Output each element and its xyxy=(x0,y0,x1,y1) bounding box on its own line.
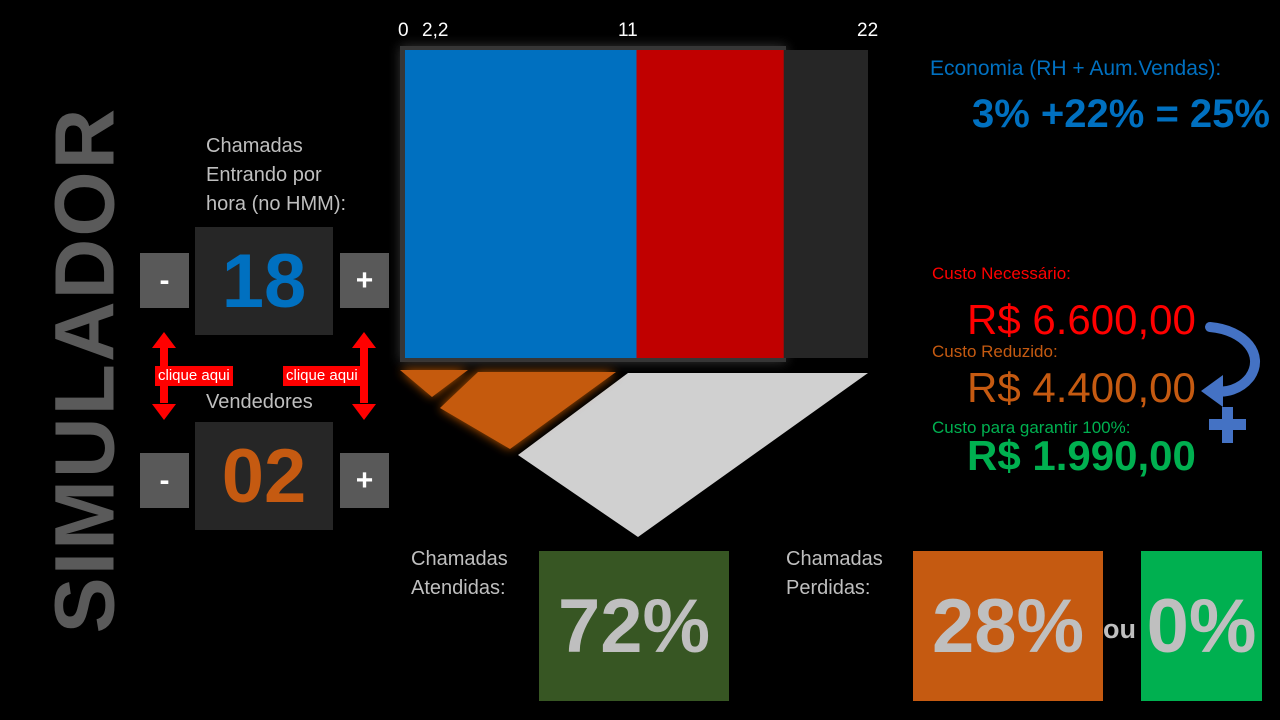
tick-label-0: 0 xyxy=(398,20,409,41)
bar-segment-1 xyxy=(636,50,784,358)
calls-label-line2: Entrando por xyxy=(206,164,322,186)
funnel-gray-shape xyxy=(518,373,868,537)
calls-minus-button[interactable]: - xyxy=(140,253,189,308)
answered-label: Chamadas Atendidas: xyxy=(411,545,508,603)
sellers-plus-button[interactable]: + xyxy=(340,453,389,508)
lost-percent: 28% xyxy=(913,551,1103,701)
bar-segment-2 xyxy=(783,50,868,358)
sellers-minus-button[interactable]: - xyxy=(140,453,189,508)
guarantee-cost-label: Custo para garantir 100%: xyxy=(932,418,1131,437)
economy-label: Economia (RH + Aum.Vendas): xyxy=(930,57,1222,80)
funnel-orange-group xyxy=(400,370,616,449)
right-double-arrow-icon xyxy=(352,332,376,420)
reduced-cost-label: Custo Reduzido: xyxy=(932,342,1058,361)
plus-icon xyxy=(1209,407,1246,443)
funnel-orange-large xyxy=(440,372,616,449)
sellers-label: Vendedores xyxy=(206,391,313,413)
sellers-value: 02 xyxy=(195,422,333,530)
calls-value: 18 xyxy=(195,227,333,335)
guarantee-cost-value: R$ 1.990,00 xyxy=(967,432,1196,479)
click-hint-right: clique aqui xyxy=(283,366,361,386)
answered-label-line2: Atendidas: xyxy=(411,577,506,599)
calls-plus-button[interactable]: + xyxy=(340,253,389,308)
click-hint-left: clique aqui xyxy=(155,366,233,386)
calls-label-line1: Chamadas xyxy=(206,135,303,157)
bar-segment-0 xyxy=(405,50,637,358)
calls-label: Chamadas Entrando por hora (no HMM): xyxy=(206,132,346,219)
lost-alt-percent: 0% xyxy=(1141,551,1262,701)
tick-label-11: 11 xyxy=(618,20,638,41)
answered-label-line1: Chamadas xyxy=(411,548,508,570)
or-label: ou xyxy=(1103,614,1136,644)
lost-label-line1: Chamadas xyxy=(786,548,883,570)
tick-label-2-2: 2,2 xyxy=(422,20,449,41)
lost-label-line2: Perdidas: xyxy=(786,577,871,599)
required-cost-value: R$ 6.600,00 xyxy=(967,296,1196,343)
curved-arrow-icon xyxy=(1201,322,1260,443)
calls-label-line3: hora (no HMM): xyxy=(206,193,347,215)
economy-value: 3% +22% = 25% xyxy=(972,92,1270,136)
tick-label-22: 22 xyxy=(857,20,879,41)
required-cost-label: Custo Necessário: xyxy=(932,264,1071,283)
lost-label: Chamadas Perdidas: xyxy=(786,545,883,603)
reduced-cost-value: R$ 4.400,00 xyxy=(967,364,1196,411)
funnel-orange-small xyxy=(400,370,468,397)
answered-percent: 72% xyxy=(539,551,729,701)
